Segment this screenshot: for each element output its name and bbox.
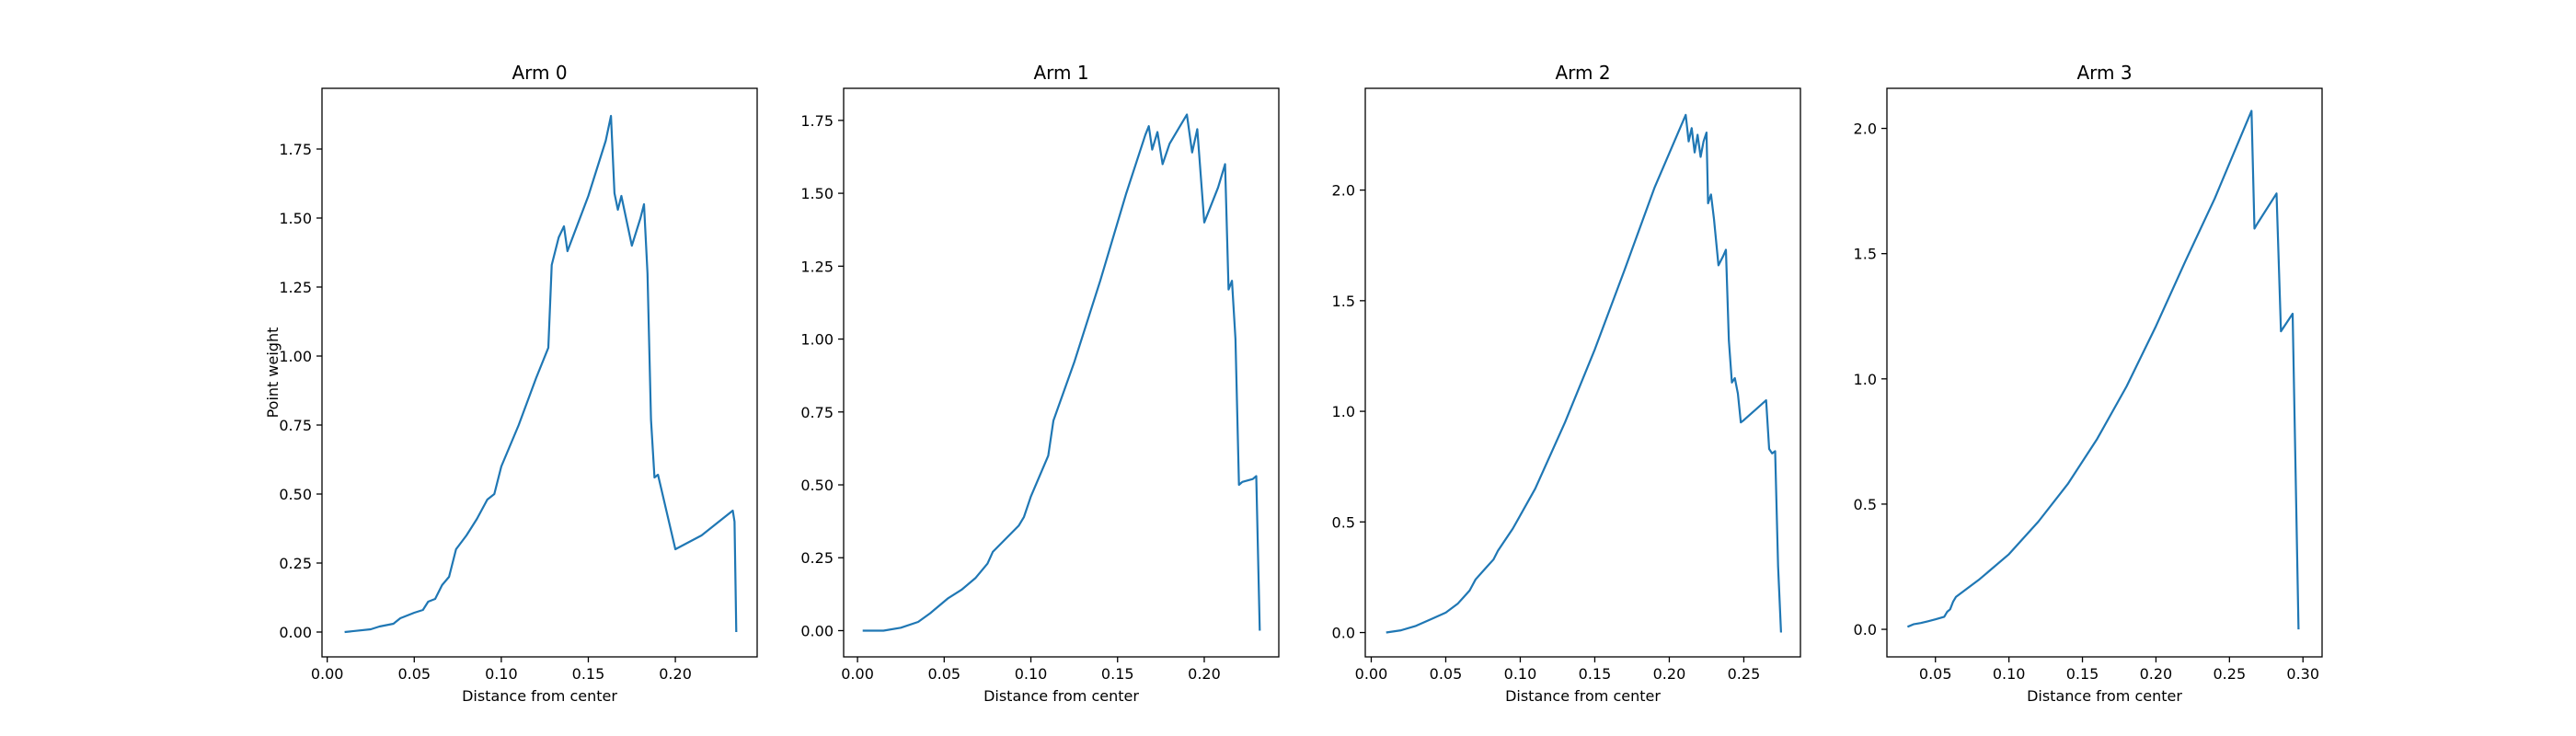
x-tick-label: 0.10 <box>485 665 518 683</box>
x-tick-label: 0.25 <box>1728 665 1761 683</box>
x-axis-label: Distance from center <box>1505 687 1661 705</box>
y-tick-label: 2.0 <box>1854 121 1877 138</box>
series-line <box>1906 109 2300 630</box>
y-tick-label: 0.5 <box>1854 496 1877 513</box>
y-tick-label: 1.50 <box>800 185 834 202</box>
series-line <box>862 113 1261 632</box>
series-line <box>344 114 738 634</box>
x-tick-label: 0.05 <box>927 665 960 683</box>
y-tick-label: 0.00 <box>800 622 834 639</box>
x-tick-label: 0.20 <box>1653 665 1686 683</box>
y-tick-label: 1.75 <box>279 141 312 158</box>
y-tick-label: 0.25 <box>279 555 312 572</box>
y-tick-label: 1.25 <box>279 279 312 296</box>
y-tick-label: 0.75 <box>279 417 312 434</box>
chart-title: Arm 3 <box>2076 62 2132 84</box>
y-tick-label: 1.5 <box>1854 246 1877 263</box>
x-axis-label: Distance from center <box>462 687 617 705</box>
x-tick-label: 0.00 <box>311 665 344 683</box>
x-tick-label: 0.00 <box>1355 665 1388 683</box>
y-tick-label: 1.0 <box>1332 403 1355 420</box>
chart-title: Arm 2 <box>1555 62 1610 84</box>
y-axis-label: Point weight <box>264 328 282 419</box>
x-tick-label: 0.15 <box>2066 665 2099 683</box>
plot-frame <box>843 87 1280 658</box>
y-tick-label: 0.50 <box>800 477 834 494</box>
chart-panel-3: Arm 3 0.05 0.10 0.15 0.20 0.25 0.30 0.0 0.5 1.0 1.… <box>1854 62 2323 705</box>
x-tick-label: 0.25 <box>2214 665 2247 683</box>
y-tick-label: 1.00 <box>800 331 834 349</box>
y-tick-label: 0.00 <box>279 624 312 641</box>
y-tick-label: 1.5 <box>1332 293 1355 310</box>
y-tick-label: 2.0 <box>1332 182 1355 200</box>
plot-frame <box>321 87 758 658</box>
y-tick-label: 0.25 <box>800 549 834 567</box>
series-line <box>1386 113 1782 634</box>
y-tick-label: 1.75 <box>800 112 834 130</box>
x-tick-label: 0.15 <box>572 665 605 683</box>
plot-frame <box>1364 87 1801 658</box>
x-tick-label: 0.20 <box>1188 665 1221 683</box>
plot-frame <box>1886 87 2323 658</box>
y-tick-label: 0.5 <box>1332 513 1355 531</box>
y-tick-label: 0.0 <box>1332 625 1355 642</box>
x-tick-label: 0.20 <box>659 665 692 683</box>
y-tick-label: 0.75 <box>800 404 834 421</box>
chart-panel-1: Arm 1 0.00 0.05 0.10 0.15 0.20 0.00 0.25 0.50 0.7… <box>800 62 1280 705</box>
x-tick-label: 0.00 <box>841 665 874 683</box>
x-tick-label: 0.20 <box>2140 665 2173 683</box>
x-tick-label: 0.05 <box>1430 665 1463 683</box>
y-tick-label: 1.50 <box>279 210 312 227</box>
x-tick-label: 0.15 <box>1579 665 1612 683</box>
x-axis-label: Distance from center <box>983 687 1139 705</box>
y-tick-label: 1.00 <box>279 348 312 365</box>
x-tick-label: 0.15 <box>1101 665 1134 683</box>
chart-title: Arm 0 <box>512 62 567 84</box>
x-tick-label: 0.30 <box>2286 665 2319 683</box>
x-axis-label: Distance from center <box>2027 687 2182 705</box>
x-tick-label: 0.05 <box>1919 665 1952 683</box>
chart-panel-0: Arm 0 0.00 0.05 0.10 0.15 0.20 0.00 0.25 0.50 0.7… <box>264 62 758 705</box>
y-tick-label: 0.0 <box>1854 621 1877 638</box>
x-tick-label: 0.05 <box>397 665 431 683</box>
x-tick-label: 0.10 <box>1504 665 1537 683</box>
chart-title: Arm 1 <box>1033 62 1088 84</box>
y-tick-label: 0.50 <box>279 486 312 503</box>
chart-panel-2: Arm 2 0.00 0.05 0.10 0.15 0.20 0.25 0.0 0.5 1.0 1.… <box>1332 62 1801 705</box>
x-tick-label: 0.10 <box>1993 665 2026 683</box>
x-tick-label: 0.10 <box>1015 665 1048 683</box>
y-tick-label: 1.25 <box>800 258 834 275</box>
y-tick-label: 1.0 <box>1854 371 1877 388</box>
